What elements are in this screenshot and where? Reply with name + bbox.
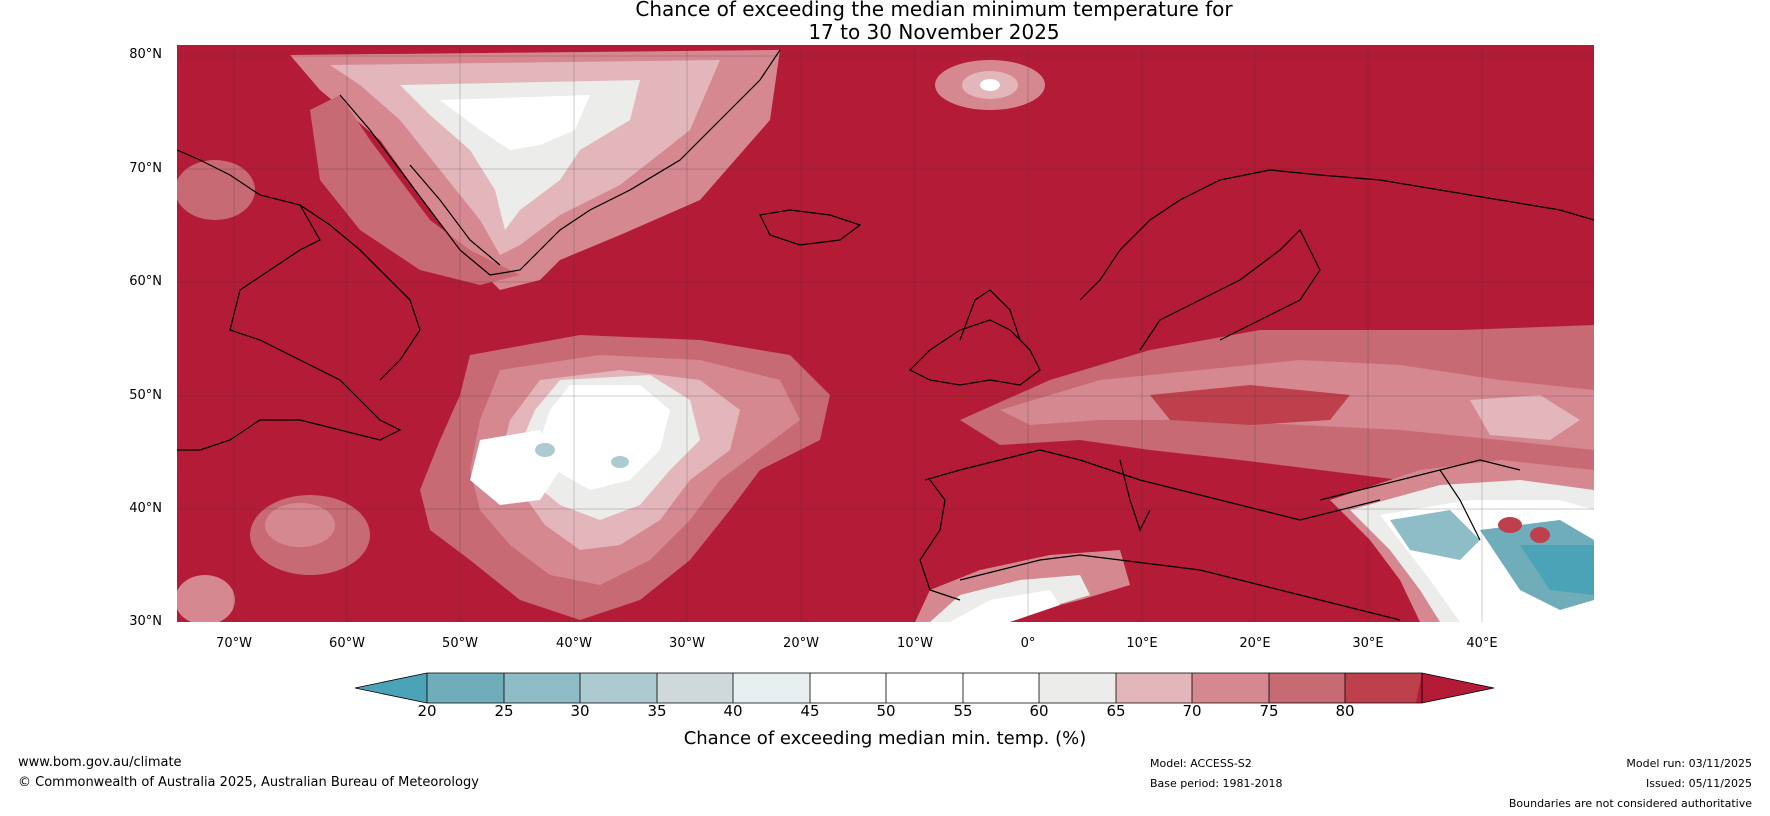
colorbar-tick: 50 xyxy=(876,702,896,720)
middle-east-region xyxy=(1330,460,1594,622)
lon-label-20e: 20°E xyxy=(1239,636,1271,651)
map-title: Chance of exceeding the median minimum t… xyxy=(0,0,1770,44)
colorbar-bin xyxy=(963,673,1039,703)
colorbar-label: Chance of exceeding median min. temp. (%… xyxy=(683,728,1087,749)
colorbar-bin xyxy=(1345,673,1422,703)
lon-label-70w: 70°W xyxy=(216,636,252,651)
west-atlantic-patches xyxy=(177,160,370,622)
gridlines xyxy=(177,45,1594,622)
colorbar-tick: 40 xyxy=(723,702,743,720)
colorbar-tick: 45 xyxy=(800,702,820,720)
colorbar-tick: 35 xyxy=(647,702,667,720)
footer-model-run: Model run: 03/11/2025 xyxy=(1626,757,1752,770)
colorbar-bin xyxy=(810,673,886,703)
title-line-2: 17 to 30 November 2025 xyxy=(808,20,1060,44)
colorbar-bin xyxy=(1039,673,1116,703)
mid-atlantic-region xyxy=(420,335,830,620)
colorbar-tick: 55 xyxy=(953,702,973,720)
colorbar-bin xyxy=(1116,673,1192,703)
lon-label-20w: 20°W xyxy=(783,636,819,651)
footer-issued: Issued: 05/11/2025 xyxy=(1645,777,1752,790)
footer-copyright: © Commonwealth of Australia 2025, Austra… xyxy=(18,775,479,790)
lon-label-30e: 30°E xyxy=(1352,636,1384,651)
colorbar-tick: 60 xyxy=(1029,702,1049,720)
colorbar-tick: 80 xyxy=(1335,702,1355,720)
colorbar-bin xyxy=(580,673,657,703)
footer-disclaimer: Boundaries are not considered authoritat… xyxy=(1508,797,1752,810)
lat-label-80n: 80°N xyxy=(129,47,162,62)
lat-label-60n: 60°N xyxy=(129,274,162,289)
colorbar-bin xyxy=(1192,673,1269,703)
lon-label-50w: 50°W xyxy=(442,636,478,651)
colorbar-bin xyxy=(427,673,504,703)
lon-label-0: 0° xyxy=(1020,636,1036,651)
lon-label-60w: 60°W xyxy=(329,636,365,651)
footer-website: www.bom.gov.au/climate xyxy=(18,755,182,770)
lat-label-30n: 30°N xyxy=(129,614,162,629)
lat-label-40n: 40°N xyxy=(129,501,162,516)
colorbar-bin xyxy=(733,673,810,703)
colorbar-extend-high xyxy=(1416,673,1494,703)
lon-label-40e: 40°E xyxy=(1466,636,1498,651)
arctic-blob xyxy=(935,60,1045,110)
lat-label-50n: 50°N xyxy=(129,388,162,403)
colorbar-tick: 30 xyxy=(570,702,590,720)
colorbar-tick: 20 xyxy=(417,702,437,720)
colorbar-tick: 25 xyxy=(494,702,514,720)
colorbar-tick: 75 xyxy=(1259,702,1279,720)
colorbar-bin xyxy=(504,673,580,703)
colorbar-tick: 65 xyxy=(1106,702,1126,720)
lon-label-30w: 30°W xyxy=(669,636,705,651)
lon-label-10e: 10°E xyxy=(1126,636,1158,651)
footer-base-period: Base period: 1981-2018 xyxy=(1150,777,1283,790)
colorbar-tick: 70 xyxy=(1182,702,1202,720)
colorbar-bin xyxy=(1269,673,1345,703)
colorbar-bin xyxy=(657,673,733,703)
footer-model: Model: ACCESS-S2 xyxy=(1150,757,1252,770)
colorbar-bin xyxy=(886,673,963,703)
lat-label-70n: 70°N xyxy=(129,161,162,176)
colorbar-extend-low xyxy=(355,673,427,703)
europe-region xyxy=(960,325,1594,480)
colorbar xyxy=(354,672,1495,704)
coastlines xyxy=(177,49,1594,621)
lon-label-40w: 40°W xyxy=(556,636,592,651)
probability-map xyxy=(177,45,1594,622)
title-line-1: Chance of exceeding the median minimum t… xyxy=(635,0,1233,21)
lon-label-10w: 10°W xyxy=(897,636,933,651)
north-africa-region xyxy=(915,550,1130,622)
